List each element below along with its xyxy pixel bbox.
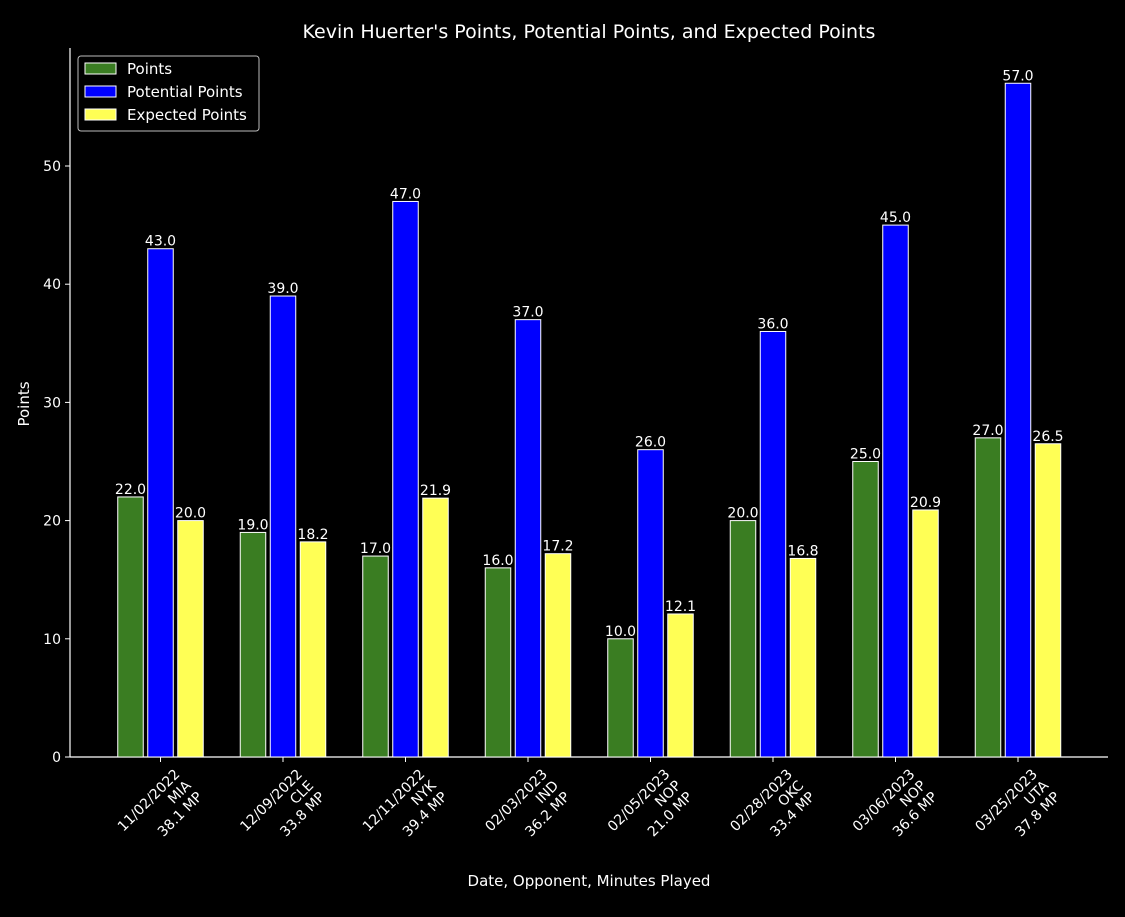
x-tick-label-text: 02/28/2023OKC33.4 MP xyxy=(727,766,818,857)
legend-label: Points xyxy=(127,60,172,78)
bar-points xyxy=(484,567,512,758)
bar-potential-points xyxy=(882,224,909,758)
legend-label: Expected Points xyxy=(127,106,247,124)
bar-points xyxy=(852,461,879,758)
x-tick-label: 02/28/2023OKC33.4 MP xyxy=(727,766,818,857)
bar-value-label: 18.2 xyxy=(297,527,328,543)
y-tick-label: 20 xyxy=(43,514,61,530)
bar-expected-points xyxy=(544,553,572,758)
bar-expected-points xyxy=(299,541,327,758)
bar-value-label: 27.0 xyxy=(972,423,1003,439)
bar-potential-points xyxy=(637,449,664,758)
x-tick-label-text: 12/09/2022CLE33.8 MP xyxy=(237,767,328,858)
bar-value-label: 39.0 xyxy=(267,281,298,297)
bar-value-label: 20.0 xyxy=(175,506,206,522)
y-tick-label: 50 xyxy=(43,159,61,175)
bar-value-label: 36.0 xyxy=(757,316,788,332)
x-tick-label: 02/03/2023IND36.2 MP xyxy=(482,767,573,858)
bar-potential-points xyxy=(514,319,542,758)
x-axis-label: Date, Opponent, Minutes Played xyxy=(468,872,711,890)
x-tick-label-text: 11/02/2022MIA38.1 MP xyxy=(115,766,206,857)
x-tick-label-text: 03/06/2023NOP36.6 MP xyxy=(850,767,941,858)
bar-value-label: 37.0 xyxy=(512,305,543,321)
bar-value-label: 47.0 xyxy=(390,186,421,202)
legend: Points Potential Points Expected Points xyxy=(77,55,260,132)
bar-points xyxy=(362,555,389,758)
y-tick-label: 30 xyxy=(43,395,61,411)
bar-value-label: 43.0 xyxy=(145,234,176,250)
bar-potential-points xyxy=(759,330,787,758)
bar-expected-points xyxy=(789,557,817,758)
plot-area: 0 10 20 30 40 50 22.0 43.0 20.0 11/02/2022MIA38.1… xyxy=(43,48,1108,858)
bar-expected-points xyxy=(667,613,694,758)
bar-value-label: 19.0 xyxy=(237,517,268,533)
legend-frame xyxy=(77,55,260,132)
bar-value-label: 25.0 xyxy=(850,447,881,463)
bar-value-label: 20.0 xyxy=(727,506,758,522)
x-tick-label: 03/25/2023UTA37.8 MP xyxy=(972,766,1063,857)
bar-value-label: 16.0 xyxy=(482,553,513,569)
bar-value-label: 12.1 xyxy=(665,599,696,615)
bar-value-label: 26.5 xyxy=(1032,429,1063,445)
x-tick-label-text: 12/11/2022NYK39.4 MP xyxy=(360,766,452,858)
bar-value-label: 17.0 xyxy=(360,541,391,557)
bar-expected-points xyxy=(422,497,449,758)
bar-value-label: 17.2 xyxy=(542,539,573,555)
x-tick-label: 12/09/2022CLE33.8 MP xyxy=(237,767,328,858)
bar-points xyxy=(117,496,144,758)
bar-expected-points xyxy=(1034,443,1062,758)
x-tick-label: 11/02/2022MIA38.1 MP xyxy=(115,766,206,857)
x-tick-label-text: 02/03/2023IND36.2 MP xyxy=(482,767,573,858)
x-tick-label-text: 02/05/2023NOP21.0 MP xyxy=(605,767,696,858)
x-tick-label: 03/06/2023NOP36.6 MP xyxy=(850,767,941,858)
bar-value-label: 20.9 xyxy=(910,495,941,511)
bar-value-label: 16.8 xyxy=(787,543,818,559)
bar-value-label: 10.0 xyxy=(605,624,636,640)
bar-value-label: 26.0 xyxy=(635,435,666,451)
bar-value-label: 21.9 xyxy=(420,483,451,499)
bar-expected-points xyxy=(912,509,939,758)
x-tick-label: 12/11/2022NYK39.4 MP xyxy=(360,766,452,858)
y-tick-label: 0 xyxy=(52,750,61,766)
bar-points xyxy=(239,531,267,758)
bar-points xyxy=(607,638,634,758)
x-tick-label-text: 03/25/2023UTA37.8 MP xyxy=(972,766,1063,857)
chart-title: Kevin Huerter's Points, Potential Points… xyxy=(303,21,876,43)
legend-swatch xyxy=(84,62,117,75)
legend-swatch xyxy=(84,85,117,98)
bar-points xyxy=(729,520,757,758)
legend-swatch xyxy=(84,108,117,121)
legend-label: Potential Points xyxy=(127,83,243,101)
bar-value-label: 22.0 xyxy=(115,482,146,498)
bar-potential-points xyxy=(392,200,419,758)
x-tick-label: 02/05/2023NOP21.0 MP xyxy=(605,767,696,858)
bar-value-label: 57.0 xyxy=(1002,68,1033,84)
bar-expected-points xyxy=(177,520,204,758)
bar-points xyxy=(974,437,1002,758)
bar-potential-points xyxy=(1004,82,1032,758)
y-tick-label: 10 xyxy=(43,632,61,648)
bar-value-label: 45.0 xyxy=(880,210,911,226)
y-axis-label: Points xyxy=(15,381,33,426)
bar-potential-points xyxy=(147,248,174,758)
bar-potential-points xyxy=(269,295,297,758)
y-tick-label: 40 xyxy=(43,277,61,293)
